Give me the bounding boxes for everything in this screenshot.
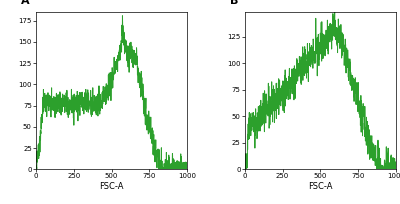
Text: B: B [230,0,238,6]
X-axis label: FSC-A: FSC-A [308,182,333,191]
X-axis label: FSC-A: FSC-A [99,182,124,191]
Text: A: A [21,0,30,6]
